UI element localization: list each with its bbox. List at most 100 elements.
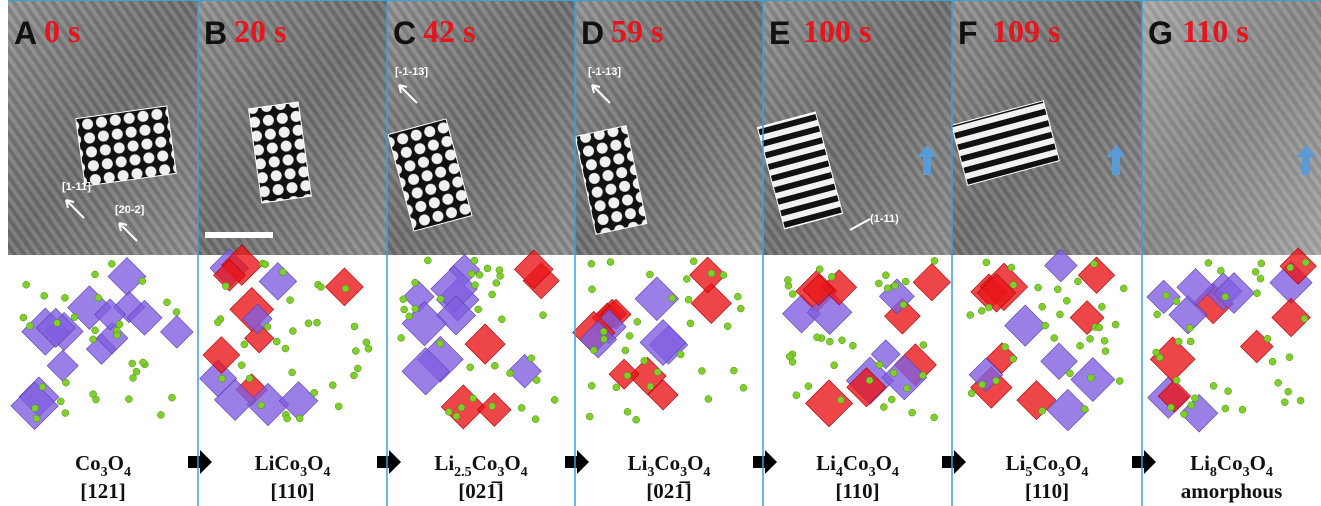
polyhedron (806, 380, 853, 427)
fft-inset (76, 106, 177, 186)
oxygen-atom (139, 278, 146, 285)
oxygen-atom (130, 374, 137, 381)
oxygen-atom (471, 257, 478, 264)
oxygen-atom (1039, 407, 1046, 414)
oxygen-atom (406, 313, 413, 320)
direction-annotation: [1-11] (62, 181, 91, 193)
oxygen-atom (90, 336, 97, 343)
oxygen-atom (157, 411, 164, 418)
oxygen-atom (1112, 321, 1119, 328)
oxygen-atom (687, 320, 694, 327)
oxygen-atom (588, 382, 595, 389)
oxygen-atom (279, 269, 286, 276)
oxygen-atom (888, 396, 895, 403)
step-arrow (565, 450, 589, 474)
polyhedron (1005, 305, 1046, 346)
oxygen-atom (624, 408, 631, 415)
oxygen-atom (400, 296, 407, 303)
oxygen-atom (789, 290, 796, 297)
polyhedron (1017, 381, 1056, 420)
oxygen-atom (238, 362, 245, 369)
formula-part: O (108, 451, 124, 475)
oxygen-atom (401, 306, 408, 313)
oxygen-atom (222, 283, 229, 290)
oxygen-atom (600, 336, 607, 343)
oxygen-atom (837, 396, 844, 403)
step-arrow (942, 450, 966, 474)
oxygen-atom (95, 294, 102, 301)
formula: Li5Co3O4 (1006, 451, 1089, 480)
oxygen-atom (1077, 342, 1084, 349)
oxygen-atom (445, 408, 452, 415)
direction-annotation: (1-11) (870, 213, 899, 225)
oxygen-atom (909, 409, 916, 416)
oxygen-atom (296, 415, 303, 422)
oxygen-atom (641, 357, 648, 364)
oxygen-atom (1116, 377, 1123, 384)
oxygen-atom (365, 345, 372, 352)
oxygen-atom (491, 362, 498, 369)
oxygen-atom (317, 283, 324, 290)
formula-subscript: 2.5 (454, 465, 472, 480)
panel-letter: C (393, 15, 416, 51)
oxygen-atom (814, 334, 821, 341)
oxygen-atom (1287, 264, 1294, 271)
formula-part: O (876, 451, 892, 475)
oxygen-atom (329, 382, 336, 389)
zone-axis: [110] (1025, 479, 1069, 503)
oxygen-atom (1254, 290, 1261, 297)
oxygen-atom (476, 271, 483, 278)
oxygen-atom (1010, 281, 1017, 288)
formula-part: Co (472, 451, 498, 475)
oxygen-atom (805, 383, 812, 390)
panel-letter: A (14, 15, 37, 51)
oxygen-atom (533, 377, 540, 384)
oxygen-atom (1269, 358, 1276, 365)
zone-axis: amorphous (1181, 479, 1283, 503)
oxygen-atom (866, 377, 873, 384)
formula-part: O (687, 451, 703, 475)
oxygen-atom (57, 398, 64, 405)
oxygen-atom (880, 404, 887, 411)
formula: Co3O4 (75, 451, 131, 480)
panel-letter: E (769, 15, 790, 51)
formula-part: Li (1190, 451, 1210, 475)
polyhedron (259, 263, 297, 301)
oxygen-atom (1102, 348, 1109, 355)
oxygen-atom (839, 337, 846, 344)
oxygen-atom (1039, 303, 1046, 310)
oxygen-atom (287, 297, 294, 304)
formula-subscript: 3 (680, 465, 687, 480)
oxygen-atom (613, 384, 620, 391)
oxygen-atom (1051, 335, 1058, 342)
oxygen-atom (1285, 388, 1292, 395)
polyhedron (913, 264, 950, 301)
oxygen-atom (489, 291, 496, 298)
time-label: 42 s (423, 13, 475, 49)
oxygen-atom (979, 381, 986, 388)
time-label: 0 s (44, 13, 80, 49)
oxygen-atom (289, 369, 296, 376)
panel-letter: D (581, 15, 604, 51)
oxygen-atom (1120, 285, 1127, 292)
oxygen-atom (484, 265, 491, 272)
formula-subscript: 5 (1025, 465, 1032, 480)
oxygen-atom (647, 383, 654, 390)
oxygen-atom (469, 395, 476, 402)
zone-axis: [021̅] (458, 479, 504, 503)
oxygen-atom (163, 299, 170, 306)
oxygen-atom (890, 369, 897, 376)
direction-annotation: [20-2] (115, 204, 145, 216)
oxygen-atom (828, 273, 835, 280)
oxygen-atom (1153, 349, 1160, 356)
oxygen-atom (730, 367, 737, 374)
oxygen-atom (214, 319, 221, 326)
oxygen-atom (71, 314, 78, 321)
oxygen-atom (793, 392, 800, 399)
step-arrow (753, 450, 777, 474)
oxygen-atom (218, 375, 225, 382)
formula-part: O (307, 451, 323, 475)
zone-axis: [110] (835, 479, 879, 503)
oxygen-atom (289, 328, 296, 335)
oxygen-atom (551, 396, 558, 403)
